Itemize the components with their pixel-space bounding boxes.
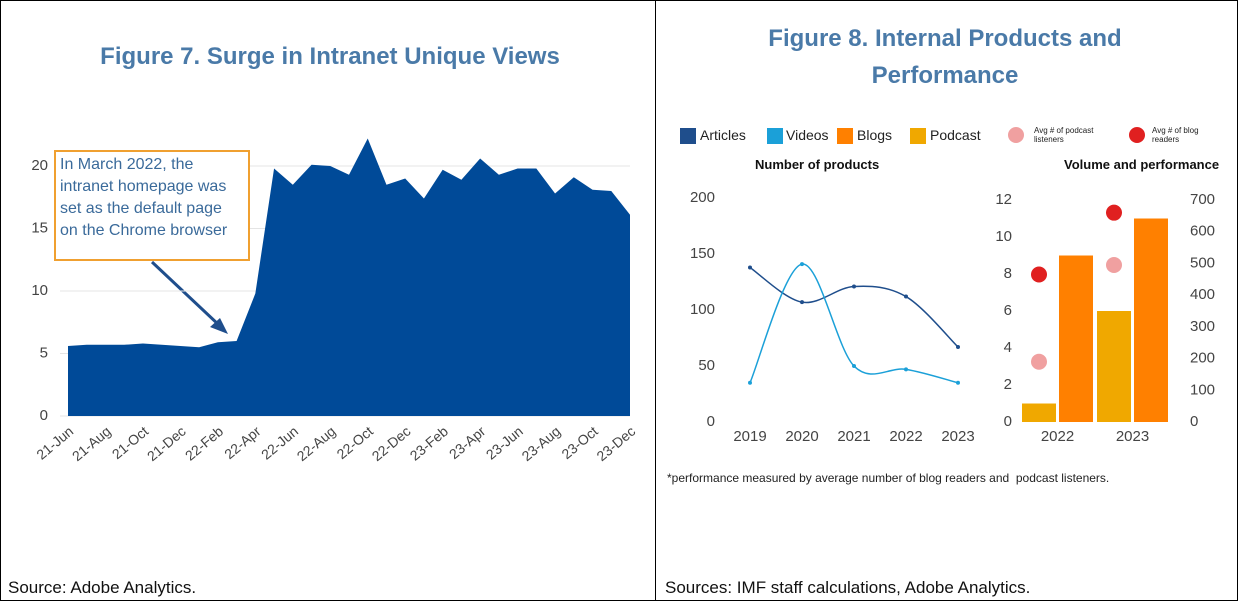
y-tick-label: 100: [1190, 381, 1215, 398]
y-tick-label: 400: [1190, 286, 1215, 303]
dot: [1106, 257, 1122, 274]
y-tick-label: 10: [995, 228, 1012, 245]
y-tick-label: 10: [31, 282, 48, 299]
x-tick-label: 2020: [785, 428, 818, 445]
bar: [1022, 403, 1056, 422]
x-tick-label: 2019: [733, 428, 766, 445]
figure-title: Figure 8. Internal Products and Performa…: [768, 25, 1122, 89]
point: [852, 364, 856, 368]
point: [956, 380, 960, 385]
annotation-arrow: [150, 260, 222, 328]
y-tick-label: 700: [1190, 191, 1215, 208]
x-tick-label: 23-Oct: [558, 423, 601, 462]
legend-label: Podcast: [930, 127, 981, 143]
x-tick-label: 22-Oct: [334, 423, 377, 462]
dot: [1031, 353, 1047, 370]
point: [904, 294, 908, 299]
legend-label: Avg # of podcast listeners: [1034, 126, 1094, 144]
x-tick-label: 22-Dec: [369, 423, 414, 464]
y-tick-label: 15: [31, 219, 48, 236]
y-tick-label: 100: [690, 301, 715, 318]
x-tick-label: 22-Aug: [294, 423, 339, 464]
legend-swatch: [680, 128, 696, 144]
point: [852, 284, 856, 289]
legend-label: Blogs: [857, 127, 893, 143]
x-tick-label: 22-Feb: [182, 423, 226, 464]
y-tick-label: 0: [1004, 413, 1012, 430]
y-tick-label: 8: [1004, 265, 1012, 282]
y-tick-label: 50: [698, 357, 715, 374]
y-tick-label: 0: [1190, 413, 1198, 430]
legend-swatch: [1008, 127, 1024, 143]
x-tick-label: 2022: [1041, 428, 1074, 445]
legend-label: Avg # of blog readers: [1152, 126, 1199, 144]
dot: [1031, 266, 1047, 283]
legend-swatch: [837, 128, 853, 144]
annotation: In March 2022, the intranet homepage was…: [54, 150, 250, 261]
point: [956, 344, 960, 349]
x-tick-label: 21-Jun: [33, 423, 76, 463]
legend-swatch: [1129, 127, 1145, 143]
y-tick-label: 12: [995, 191, 1012, 208]
legend-swatch: [767, 128, 783, 144]
y-tick-label: 6: [1004, 302, 1012, 319]
figure-title: Figure 7. Surge in Intranet Unique Views: [100, 43, 560, 70]
point: [800, 300, 804, 305]
y-tick-label: 20: [31, 157, 48, 174]
dot: [1106, 204, 1122, 221]
y-tick-label: 150: [690, 245, 715, 262]
x-tick-label: 21-Oct: [109, 423, 152, 462]
x-tick-label: 23-Aug: [518, 423, 563, 464]
point: [800, 262, 804, 267]
y-tick-label: 0: [40, 407, 48, 424]
y-tick-label: 600: [1190, 223, 1215, 240]
y-tick-label: 5: [40, 344, 48, 361]
footnote: *performance measured by average number …: [667, 471, 1110, 485]
point: [748, 265, 752, 270]
x-tick-label: 2023: [941, 428, 974, 445]
point: [904, 367, 908, 372]
point: [748, 380, 752, 385]
x-tick-label: 2023: [1116, 428, 1149, 445]
legend-swatch: [910, 128, 926, 144]
legend-label: Videos: [786, 127, 829, 143]
line: [749, 266, 959, 348]
x-tick-label: 23-Apr: [446, 423, 489, 462]
legend-label: Articles: [700, 127, 746, 143]
y-tick-label: 0: [707, 413, 715, 430]
y-tick-label: 500: [1190, 254, 1215, 271]
y-tick-label: 300: [1190, 318, 1215, 335]
subtitle: Number of products: [755, 157, 880, 172]
bar: [1059, 255, 1093, 422]
x-tick-label: 23-Jun: [483, 423, 526, 463]
x-tick-label: 22-Jun: [258, 423, 301, 463]
bar: [1134, 218, 1168, 422]
source: Source: Adobe Analytics.: [8, 578, 197, 597]
y-tick-label: 200: [690, 189, 715, 206]
x-tick-label: 2022: [889, 428, 922, 445]
source: Sources: IMF staff calculations, Adobe A…: [665, 578, 1031, 597]
x-tick-label: 23-Feb: [407, 423, 451, 464]
y-tick-label: 200: [1190, 350, 1215, 367]
x-tick-label: 22-Apr: [221, 423, 264, 462]
arrow-head: [210, 318, 228, 334]
subtitle: Volume and performance: [1064, 157, 1220, 172]
x-tick-label: 21-Aug: [69, 423, 114, 464]
bar: [1097, 311, 1131, 422]
area: [68, 138, 630, 416]
y-tick-label: 2: [1004, 376, 1012, 393]
y-tick-label: 4: [1004, 339, 1012, 356]
x-tick-label: 21-Dec: [144, 423, 189, 464]
x-tick-label: 23-Dec: [593, 423, 638, 464]
line: [749, 263, 959, 384]
x-tick-label: 2021: [837, 428, 870, 445]
